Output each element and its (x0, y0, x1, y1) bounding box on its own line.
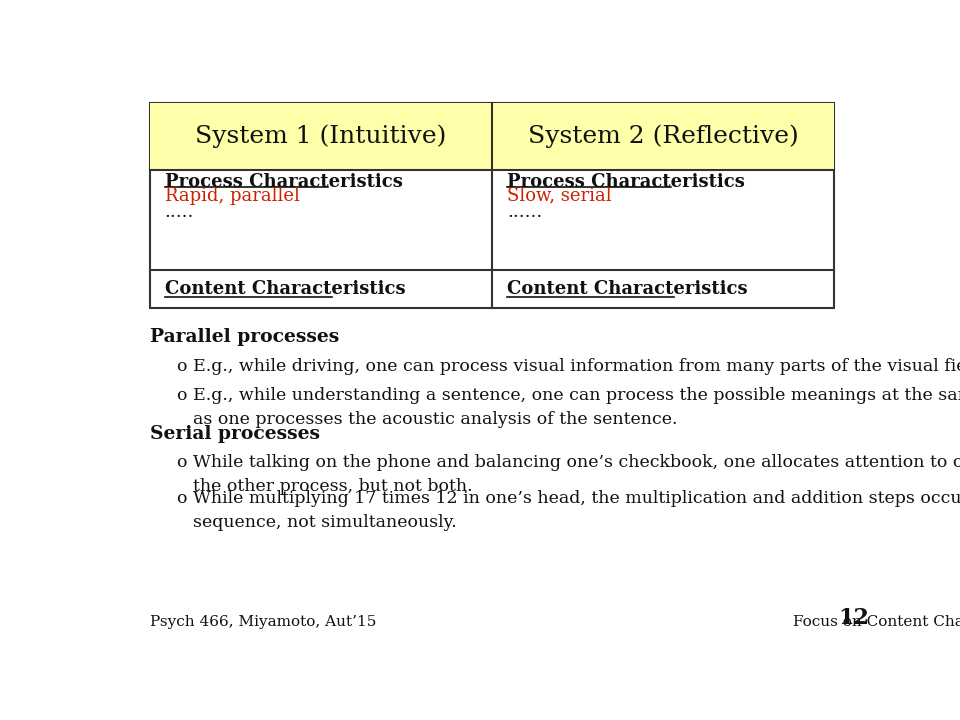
Text: Focus on Content Characteristics: Focus on Content Characteristics (793, 615, 960, 629)
Text: Process Characteristics: Process Characteristics (507, 173, 745, 191)
Text: Slow, serial: Slow, serial (507, 186, 612, 204)
Text: the other process, but not both.: the other process, but not both. (193, 478, 472, 495)
Text: Psych 466, Miyamoto, Aut’15: Psych 466, Miyamoto, Aut’15 (150, 615, 376, 629)
Text: Process Characteristics: Process Characteristics (165, 173, 402, 191)
Text: o: o (176, 454, 186, 471)
Text: o: o (176, 358, 186, 375)
Text: System 2 (Reflective): System 2 (Reflective) (528, 125, 799, 148)
Text: o: o (176, 387, 186, 404)
Text: While talking on the phone and balancing one’s checkbook, one allocates attentio: While talking on the phone and balancing… (193, 454, 960, 471)
Text: sequence, not simultaneously.: sequence, not simultaneously. (193, 514, 457, 531)
Text: Parallel processes: Parallel processes (150, 328, 339, 346)
Text: Rapid, parallel: Rapid, parallel (165, 186, 300, 204)
FancyBboxPatch shape (150, 103, 834, 169)
Text: E.g., while understanding a sentence, one can process the possible meanings at t: E.g., while understanding a sentence, on… (193, 387, 960, 404)
Text: Serial processes: Serial processes (150, 425, 320, 443)
Text: Content Characteristics: Content Characteristics (165, 280, 405, 298)
Text: as one processes the acoustic analysis of the sentence.: as one processes the acoustic analysis o… (193, 411, 678, 428)
Text: System 1 (Intuitive): System 1 (Intuitive) (195, 125, 446, 148)
Text: o: o (176, 490, 186, 507)
Text: Content Characteristics: Content Characteristics (507, 280, 748, 298)
Text: While multiplying 17 times 12 in one’s head, the multiplication and addition ste: While multiplying 17 times 12 in one’s h… (193, 490, 960, 507)
Text: .....: ..... (165, 203, 194, 221)
Text: ......: ...... (507, 203, 542, 221)
Text: E.g., while driving, one can process visual information from many parts of the v: E.g., while driving, one can process vis… (193, 358, 960, 375)
FancyBboxPatch shape (150, 103, 834, 308)
Text: 12: 12 (838, 607, 869, 629)
